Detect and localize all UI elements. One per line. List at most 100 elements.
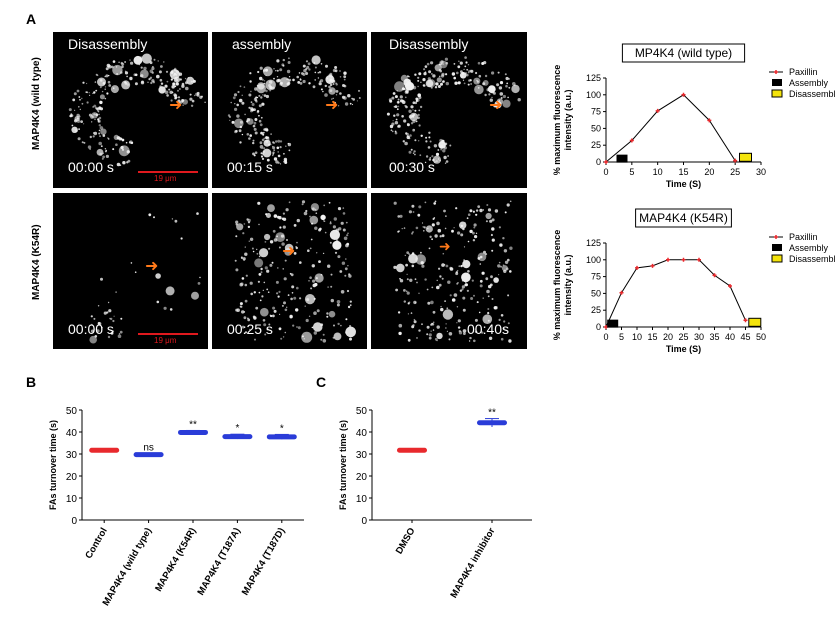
speckle <box>259 123 263 127</box>
speckle <box>432 310 436 314</box>
speckle <box>258 223 260 226</box>
speckle <box>286 306 288 308</box>
speckle <box>405 263 408 267</box>
speckle <box>324 93 328 97</box>
speckle <box>250 101 253 104</box>
speckle <box>266 269 270 273</box>
speckle <box>181 82 185 86</box>
speckle <box>351 103 354 106</box>
speckle <box>338 105 340 107</box>
speckle <box>417 76 420 79</box>
micrograph-time: 00:00 s <box>68 159 114 175</box>
speckle <box>153 216 155 219</box>
speckle <box>411 252 415 255</box>
speckle <box>99 86 102 89</box>
speckle <box>454 81 458 85</box>
speckle <box>259 328 261 330</box>
speckle <box>235 268 239 272</box>
speckle <box>236 103 239 107</box>
speckle <box>195 92 199 96</box>
speckle <box>96 329 100 333</box>
speckle <box>98 116 102 120</box>
mean-marker <box>133 452 164 458</box>
y-tick-label: 0 <box>596 157 601 167</box>
speckle <box>416 281 418 284</box>
speckle <box>243 223 246 225</box>
speckle <box>149 69 153 73</box>
speckle <box>110 85 119 94</box>
speckle <box>449 294 452 297</box>
speckle <box>127 159 131 163</box>
speckle <box>268 247 271 250</box>
speckle <box>506 203 510 207</box>
speckle <box>171 218 174 220</box>
speckle <box>153 58 156 61</box>
speckle <box>487 208 492 212</box>
speckle <box>280 234 285 238</box>
speckle <box>473 226 476 229</box>
speckle <box>102 134 106 137</box>
speckle <box>317 71 320 74</box>
speckle <box>252 139 255 142</box>
speckle <box>286 239 288 241</box>
speckle <box>414 139 417 142</box>
speckle <box>438 75 441 78</box>
speckle <box>484 74 488 78</box>
speckle <box>245 274 248 277</box>
speckle <box>455 271 458 274</box>
speckle <box>260 152 263 155</box>
speckle <box>332 336 335 339</box>
paxillin-point <box>655 108 660 113</box>
speckle <box>272 306 276 310</box>
speckle <box>488 93 491 96</box>
speckle <box>247 317 249 320</box>
speckle <box>107 138 110 140</box>
speckle <box>129 59 131 61</box>
speckle <box>317 77 320 79</box>
speckle <box>427 301 431 305</box>
speckle <box>426 333 429 336</box>
speckle <box>255 306 259 310</box>
speckle <box>179 78 182 81</box>
speckle <box>442 80 445 83</box>
speckle <box>456 269 459 272</box>
micrograph-wt-30s: Disassembly ➜ 00:30 s <box>371 32 527 188</box>
speckle <box>477 61 481 65</box>
speckle <box>315 277 318 280</box>
speckle <box>159 78 163 82</box>
speckle <box>436 285 440 290</box>
speckle <box>451 72 456 76</box>
speckle <box>393 201 397 205</box>
speckle <box>265 68 268 72</box>
speckle <box>80 120 83 123</box>
speckle <box>260 116 263 119</box>
significance-label: * <box>235 423 239 434</box>
speckle <box>336 303 340 307</box>
speckle <box>403 227 406 229</box>
speckle <box>166 94 169 97</box>
speckle <box>442 309 454 320</box>
speckle <box>418 140 420 142</box>
speckle <box>241 277 245 280</box>
speckle <box>256 248 258 251</box>
y-tick-label: 10 <box>66 494 78 505</box>
micrograph-title: assembly <box>232 36 292 52</box>
y-tick-label: 50 <box>591 123 601 133</box>
speckle <box>346 234 349 237</box>
row-label-k54r: MAP4K4 (K54R) <box>31 224 42 300</box>
speckle <box>467 64 470 66</box>
speckle <box>449 144 452 147</box>
speckle <box>112 148 115 151</box>
speckle <box>90 315 93 318</box>
speckle <box>432 155 441 164</box>
speckle <box>411 264 415 268</box>
speckle <box>108 309 112 313</box>
speckle <box>99 100 103 105</box>
speckle <box>265 94 269 99</box>
speckle <box>257 201 261 205</box>
speckle <box>184 77 187 80</box>
speckle <box>326 77 329 79</box>
speckle <box>502 94 506 99</box>
speckle <box>445 323 447 325</box>
x-tick-label: 15 <box>647 332 657 342</box>
